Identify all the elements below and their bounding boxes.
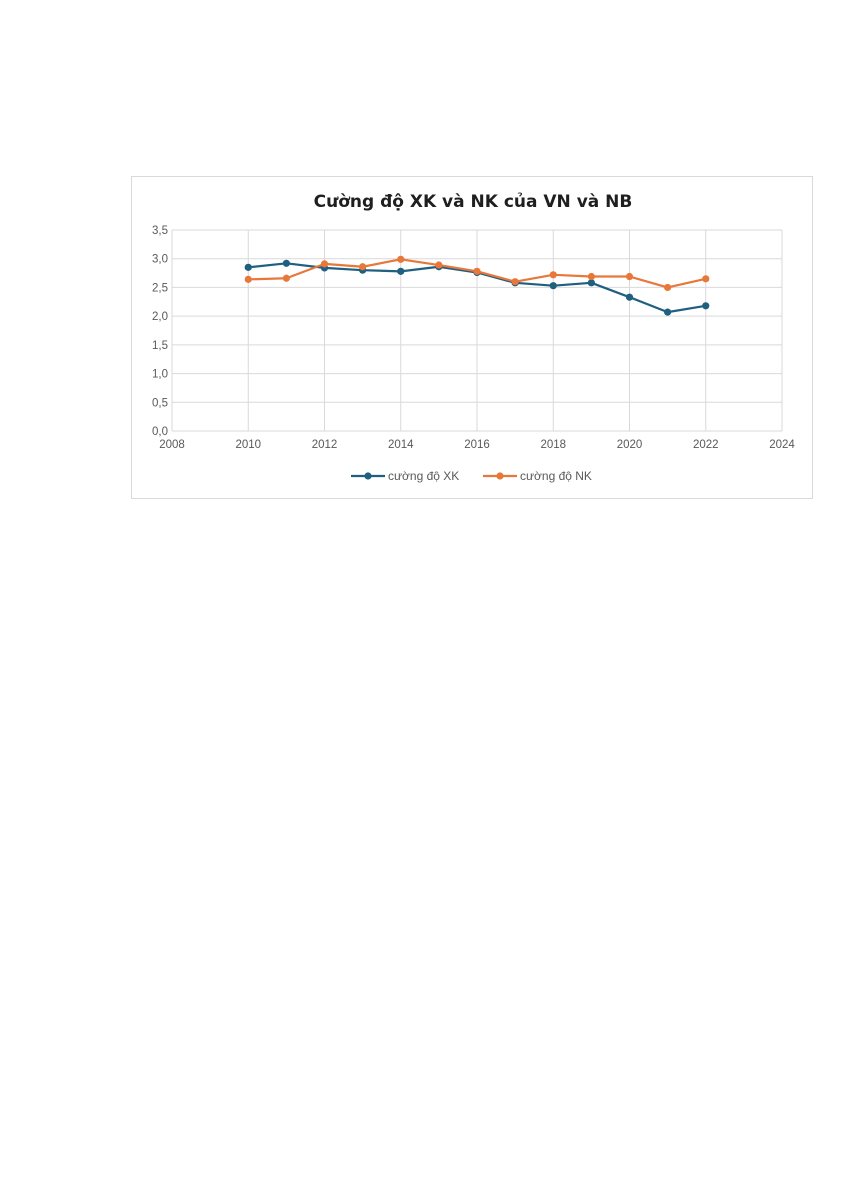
legend-swatch-marker — [496, 472, 504, 480]
y-tick-label: 1,0 — [152, 369, 168, 381]
data-point — [473, 267, 481, 275]
legend-item-1: cường độ XK — [351, 469, 459, 483]
axis-labels: 0,0 0,5 1,0 1,5 2,0 2,5 3,0 3,5 2008 2010 2012 2014… — [152, 225, 795, 451]
data-point — [587, 272, 595, 281]
x-tick-label: 2016 — [464, 439, 490, 451]
series-group — [244, 255, 710, 316]
y-tick-label: 0,5 — [152, 397, 168, 409]
gridlines — [171, 229, 783, 432]
data-point — [244, 263, 252, 271]
data-point — [625, 272, 634, 281]
x-tick-label: 2018 — [540, 439, 566, 451]
chart-container: Cường độ XK và NK của VN và NB 0,0 0,5 1,0… — [131, 176, 813, 499]
x-tick-label: 2024 — [769, 439, 795, 451]
y-tick-label: 0,0 — [152, 426, 168, 438]
x-tick-label: 2020 — [617, 439, 643, 451]
legend: cường độ XK cường độ NK — [351, 469, 592, 483]
data-point — [359, 263, 367, 271]
legend-item-2: cường độ NK — [483, 469, 592, 483]
y-tick-label: 3,5 — [152, 225, 168, 237]
data-point — [664, 283, 672, 292]
x-tick-label: 2010 — [235, 439, 261, 451]
series-2 — [244, 255, 710, 292]
legend-label: cường độ XK — [388, 469, 459, 483]
y-tick-label: 2,5 — [152, 282, 168, 294]
x-tick-label: 2022 — [693, 439, 719, 451]
y-tick-label: 1,5 — [152, 340, 168, 352]
data-point — [587, 279, 595, 287]
data-point — [549, 271, 557, 279]
data-point — [549, 282, 557, 290]
data-point — [511, 278, 519, 286]
data-point — [435, 261, 443, 269]
x-tick-label: 2008 — [159, 439, 185, 451]
y-tick-label: 2,0 — [152, 311, 168, 323]
legend-swatch-marker — [364, 472, 372, 480]
data-point — [397, 267, 405, 275]
data-point — [397, 255, 405, 263]
data-point — [320, 260, 329, 268]
line-chart: Cường độ XK và NK của VN và NB 0,0 0,5 1,0… — [152, 192, 795, 483]
legend-label: cường độ NK — [520, 469, 592, 483]
data-point — [625, 293, 634, 301]
data-point — [702, 302, 710, 310]
data-point — [282, 259, 290, 267]
x-tick-label: 2012 — [312, 439, 338, 451]
data-point — [282, 274, 290, 282]
data-point — [244, 275, 252, 283]
x-tick-label: 2014 — [388, 439, 414, 451]
data-point — [664, 308, 672, 316]
y-tick-label: 3,0 — [152, 254, 168, 266]
data-point — [702, 275, 710, 283]
chart-title: Cường độ XK và NK của VN và NB — [314, 192, 633, 212]
